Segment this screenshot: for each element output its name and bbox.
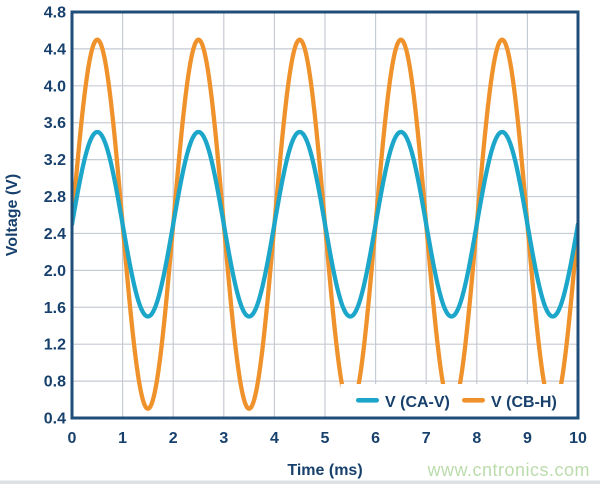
y-tick-label: 2.8 [44,189,66,206]
y-tick-label: 0.4 [44,411,66,428]
series-layer [72,37,578,411]
x-tick-label: 5 [321,430,330,447]
x-tick-label: 0 [68,430,77,447]
y-tick-label: 1.6 [44,300,66,317]
x-axis-title: Time (ms) [287,462,362,479]
legend-label-cb-h: V (CB-H) [491,394,557,411]
plot-border [70,10,580,420]
x-tick-label: 8 [472,430,481,447]
watermark-text: www.cntronics.com [426,460,590,480]
legend: V (CA-V) V (CB-H) [340,384,577,417]
y-tick-label: 2.0 [44,263,66,280]
bottom-edge-strip [0,480,600,484]
x-tick-label: 10 [569,430,587,447]
legend-background [340,384,577,417]
x-tick-label: 6 [371,430,380,447]
ticks-layer: 0.4 0.8 1.2 1.6 2.0 2.4 2.8 3.2 3.6 4.0 4.4 4.8 0 1 2 3… [44,5,587,448]
legend-label-ca-v: V (CA-V) [385,394,450,411]
y-tick-label: 4.8 [44,5,66,22]
y-tick-label: 0.8 [44,374,66,391]
x-tick-label: 4 [270,430,279,447]
y-tick-label: 4.0 [44,78,66,95]
series-trace-v-ca-v- [72,129,578,319]
x-tick-label: 7 [422,430,431,447]
x-tick-label: 9 [523,430,532,447]
y-tick-label: 1.2 [44,337,66,354]
x-tick-label: 3 [219,430,228,447]
y-tick-label: 4.4 [44,41,66,58]
y-tick-label: 2.4 [44,226,66,243]
x-tick-label: 2 [169,430,178,447]
y-axis-title: Voltage (V) [4,174,21,256]
legend-swatch-teal-icon [356,398,379,403]
y-tick-label: 3.2 [44,152,66,169]
x-tick-label: 1 [118,430,127,447]
y-tick-label: 3.6 [44,115,66,132]
legend-swatch-orange-icon [462,398,485,403]
